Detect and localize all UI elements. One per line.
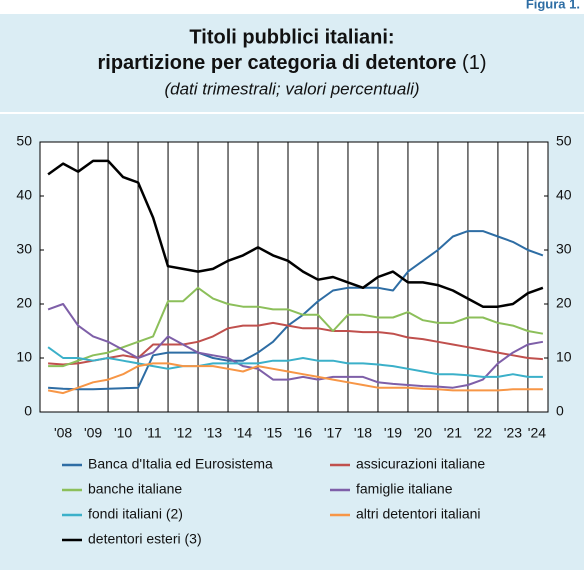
chart-title: Titoli pubblici italiani: bbox=[189, 26, 394, 48]
x-tick-label: '14 bbox=[234, 425, 252, 441]
x-tick-label: '11 bbox=[144, 425, 161, 441]
series-line bbox=[47, 362, 543, 395]
x-tick-label: '08 bbox=[54, 425, 72, 441]
y2-tick-label: 30 bbox=[556, 241, 572, 257]
plot-area bbox=[39, 141, 549, 413]
x-tick-label: '18 bbox=[354, 425, 372, 441]
y2-tick-label: 20 bbox=[556, 295, 572, 311]
y-tick-label: 0 bbox=[24, 403, 32, 419]
x-tick-label: '23 bbox=[504, 425, 522, 441]
series-line bbox=[48, 286, 544, 368]
y2-tick-label: 10 bbox=[556, 349, 572, 365]
series-line bbox=[47, 303, 544, 389]
x-tick-label: '16 bbox=[294, 425, 312, 441]
legend-label: Banca d'Italia ed Eurosistema bbox=[88, 456, 273, 472]
title-line: ripartizione per categoria di detentore bbox=[98, 52, 457, 74]
legend-label: altri detentori italiani bbox=[356, 506, 481, 522]
legend-label: famiglie italiane bbox=[356, 481, 453, 497]
y2-tick-label: 0 bbox=[556, 403, 564, 419]
y-tick-label: 30 bbox=[16, 241, 32, 257]
x-tick-label: '12 bbox=[174, 425, 192, 441]
figure-label: Figura 1. bbox=[526, 0, 580, 11]
y-tick-label: 50 bbox=[16, 133, 32, 149]
x-tick-label: '19 bbox=[384, 425, 402, 441]
legend-label: fondi italiani (2) bbox=[88, 506, 183, 522]
y2-tick-label: 50 bbox=[556, 133, 572, 149]
title-note: (1) bbox=[462, 52, 486, 74]
subtitle: (dati trimestrali; valori percentuali) bbox=[164, 79, 419, 98]
x-tick-label: '21 bbox=[444, 425, 462, 441]
x-tick-label: '22 bbox=[474, 425, 492, 441]
series-line bbox=[47, 346, 543, 378]
series-line bbox=[48, 321, 543, 366]
y2-tick-label: 40 bbox=[556, 187, 572, 203]
x-tick-label: '09 bbox=[84, 425, 102, 441]
y-tick-label: 10 bbox=[16, 349, 32, 365]
y-tick-label: 20 bbox=[16, 295, 32, 311]
legend-label: detentori esteri (3) bbox=[88, 531, 202, 547]
series-line bbox=[48, 230, 544, 391]
x-tick-label: '17 bbox=[324, 425, 342, 441]
chart-title: ripartizione per categoria di detentore … bbox=[98, 52, 487, 74]
x-tick-label: '13 bbox=[204, 425, 222, 441]
y-tick-label: 40 bbox=[16, 187, 32, 203]
series-line bbox=[47, 159, 544, 308]
x-tick-label: '15 bbox=[264, 425, 282, 441]
legend-label: assicurazioni italiane bbox=[356, 456, 485, 472]
x-tick-label: '10 bbox=[114, 425, 132, 441]
x-tick-label: '24 bbox=[528, 425, 546, 441]
x-tick-label: '20 bbox=[414, 425, 432, 441]
legend-label: banche italiane bbox=[88, 481, 182, 497]
